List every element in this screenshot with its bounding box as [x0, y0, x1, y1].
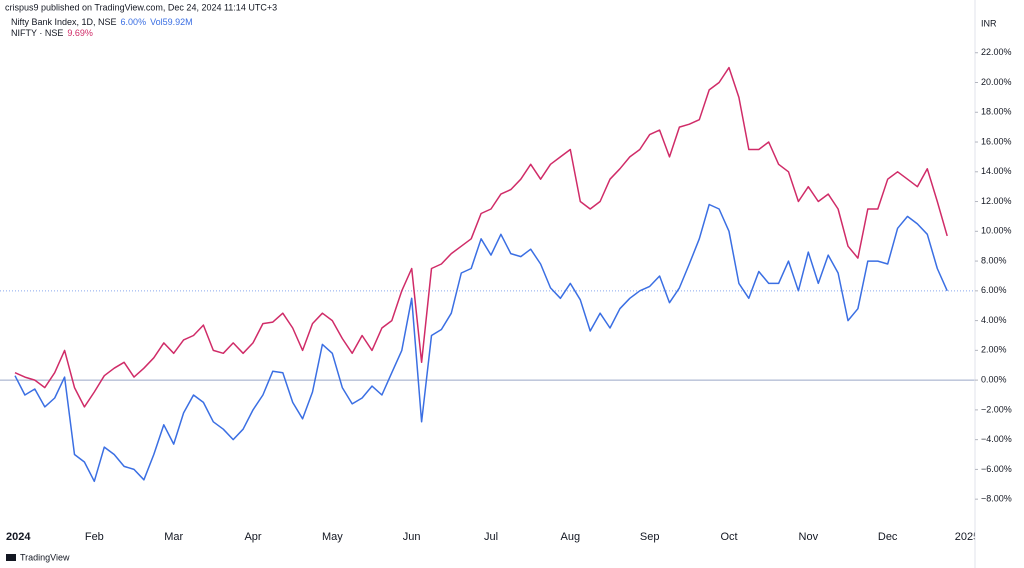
x-tick-label: Nov	[799, 531, 819, 543]
y-tick-label: 10.00%	[981, 226, 1012, 236]
x-tick-label: Aug	[561, 531, 581, 543]
y-tick-label: −2.00%	[981, 404, 1012, 414]
price-axis-panel	[975, 0, 1024, 568]
x-tick-label: May	[322, 531, 343, 543]
y-tick-label: 4.00%	[981, 315, 1007, 325]
x-tick-label: Jul	[484, 531, 498, 543]
legend-text: 9.69%	[67, 28, 93, 38]
legend-entry: NIFTY · NSE 9.69%	[11, 28, 93, 38]
y-tick-label: 12.00%	[981, 196, 1012, 206]
x-tick-label: 2024	[6, 531, 31, 543]
x-tick-label: Feb	[85, 531, 104, 543]
y-tick-label: 6.00%	[981, 285, 1007, 295]
series-line	[14, 203, 948, 483]
series-line	[14, 66, 948, 408]
x-tick-label: Oct	[720, 531, 737, 543]
x-tick-label: Mar	[164, 531, 183, 543]
currency-label: INR	[981, 18, 997, 28]
legend-entry: Nifty Bank Index, 1D, NSE 6.00% Vol59.92M	[11, 17, 193, 27]
y-tick-label: 0.00%	[981, 374, 1007, 384]
y-tick-label: 22.00%	[981, 47, 1012, 57]
x-tick-label: 2025	[955, 531, 979, 543]
x-tick-label: Apr	[244, 531, 261, 543]
y-tick-label: 16.00%	[981, 136, 1012, 146]
y-tick-label: 8.00%	[981, 255, 1007, 265]
publisher-header: crispus9 published on TradingView.com, D…	[5, 2, 277, 12]
tv-logo	[6, 554, 16, 561]
legend-text: Nifty Bank Index, 1D, NSE	[11, 17, 117, 27]
y-tick-label: −4.00%	[981, 434, 1012, 444]
y-tick-label: −8.00%	[981, 494, 1012, 504]
x-tick-label: Dec	[878, 531, 898, 543]
legend-text: Vol	[150, 17, 163, 27]
y-tick-label: −6.00%	[981, 464, 1012, 474]
x-tick-label: Jun	[403, 531, 421, 543]
legend: Nifty Bank Index, 1D, NSE 6.00% Vol59.92MN…	[11, 17, 193, 38]
legend-text: 59.92M	[163, 17, 193, 27]
y-tick-label: 18.00%	[981, 107, 1012, 117]
legend-text: 6.00%	[121, 17, 147, 27]
y-tick-label: 2.00%	[981, 345, 1007, 355]
legend-text: NIFTY · NSE	[11, 28, 63, 38]
x-tick-label: Sep	[640, 531, 660, 543]
y-tick-label: 14.00%	[981, 166, 1012, 176]
y-tick-label: 20.00%	[981, 77, 1012, 87]
footer-brand: TradingView	[20, 552, 70, 562]
